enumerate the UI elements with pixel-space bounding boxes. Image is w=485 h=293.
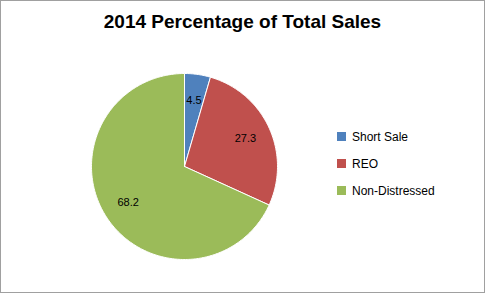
html-text:Short Sale: Short Sale: [352, 129, 408, 144]
html-text:REO: REO: [352, 156, 378, 171]
html-text:2014 Percentage of Total Sales: 2014 Percentage of Total Sales: [103, 11, 382, 32]
svg-text:68.2: 68.2: [117, 196, 138, 208]
svg-text:27.3: 27.3: [235, 132, 256, 144]
html-text:Non-Distressed: Non-Distressed: [352, 183, 435, 198]
svg-text:4.5: 4.5: [186, 94, 201, 106]
